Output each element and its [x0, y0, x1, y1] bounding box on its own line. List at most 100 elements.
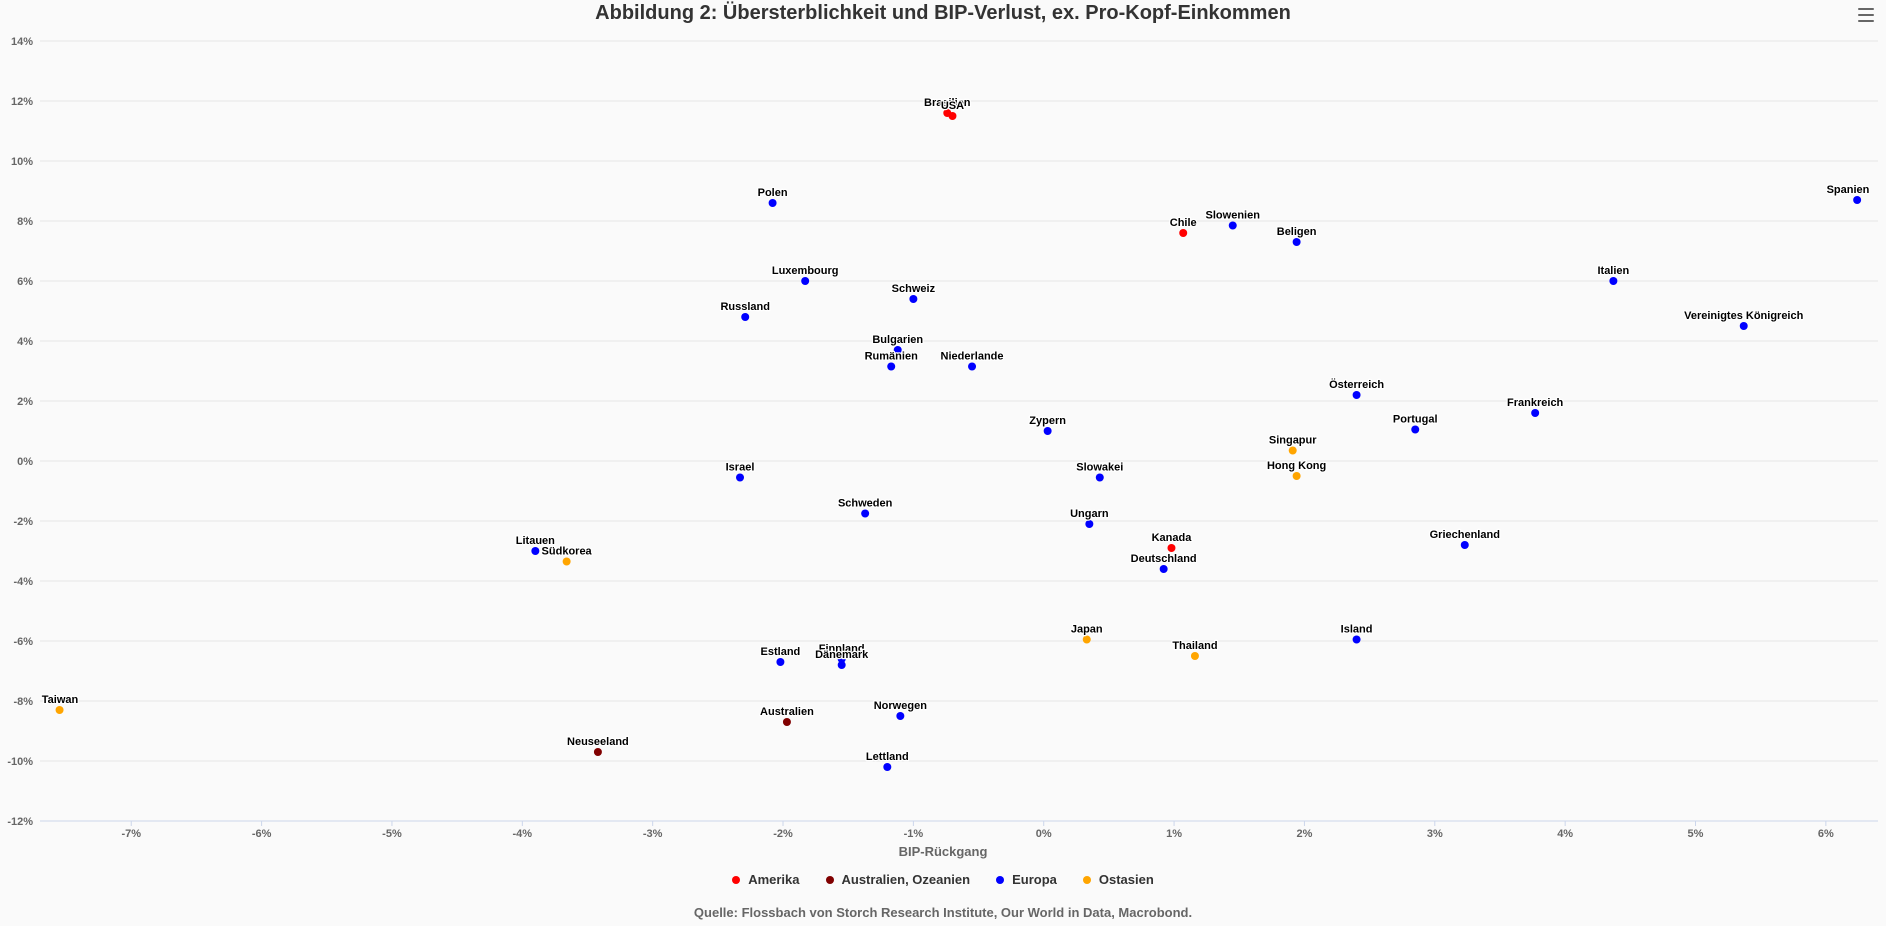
data-point[interactable]: [1085, 520, 1094, 528]
data-point[interactable]: [1043, 427, 1052, 435]
data-label: Russland: [720, 301, 770, 313]
data-label: Italien: [1597, 265, 1629, 277]
legend-marker-australien-ozeanien: [825, 875, 834, 884]
x-tick-label: -3%: [643, 828, 663, 840]
data-label: Zypern: [1029, 415, 1066, 427]
data-label: Chile: [1170, 217, 1197, 229]
data-point[interactable]: [736, 473, 745, 482]
legend-label-ostasien: Ostasien: [1098, 872, 1154, 887]
data-label: Slowenien: [1206, 210, 1261, 222]
legend-label-europa: Europa: [1012, 872, 1057, 887]
data-label: Luxembourg: [772, 265, 839, 277]
data-point[interactable]: [1460, 541, 1469, 549]
legend: Amerika Australien, Ozeanien Europa Osta…: [0, 872, 1886, 887]
data-label: USA: [941, 100, 964, 112]
data-label: Litauen: [516, 535, 555, 547]
x-tick-label: -2%: [773, 828, 793, 840]
data-point[interactable]: [887, 362, 896, 371]
data-point[interactable]: [948, 112, 957, 120]
data-label: Lettland: [866, 751, 909, 763]
data-point[interactable]: [837, 661, 846, 669]
y-tick-label: 10%: [11, 156, 33, 168]
x-tick-label: 3%: [1427, 828, 1443, 840]
data-point[interactable]: [776, 658, 785, 666]
data-label: Brasilien: [924, 97, 971, 109]
data-point[interactable]: [1352, 391, 1361, 399]
data-point[interactable]: [861, 509, 870, 518]
data-label: Polen: [758, 187, 788, 199]
data-label: Taiwan: [42, 694, 79, 706]
data-point[interactable]: [1352, 635, 1361, 644]
data-point[interactable]: [1082, 635, 1091, 644]
data-label: Kanada: [1152, 532, 1193, 544]
x-tick-label: 1%: [1166, 828, 1182, 840]
data-point[interactable]: [893, 346, 902, 354]
legend-item-australien-ozeanien[interactable]: Australien, Ozeanien: [825, 872, 971, 887]
y-tick-label: -8%: [13, 696, 33, 708]
data-point[interactable]: [562, 557, 571, 566]
data-point[interactable]: [801, 277, 810, 285]
hamburger-menu-icon[interactable]: [1858, 8, 1874, 22]
data-point[interactable]: [1292, 472, 1301, 480]
data-point[interactable]: [1411, 425, 1420, 434]
data-label: Portugal: [1393, 414, 1438, 426]
data-label: Frankreich: [1507, 397, 1564, 409]
data-point[interactable]: [1288, 446, 1297, 455]
data-point[interactable]: [837, 655, 846, 663]
data-label: Dänemark: [815, 649, 869, 661]
data-label: Vereinigtes Königreich: [1684, 310, 1803, 322]
data-label: Slowakei: [1076, 462, 1123, 474]
legend-item-ostasien[interactable]: Ostasien: [1082, 872, 1154, 887]
legend-item-europa[interactable]: Europa: [996, 872, 1057, 887]
data-point[interactable]: [1853, 196, 1862, 204]
data-point[interactable]: [968, 362, 977, 371]
y-tick-label: 4%: [17, 336, 33, 348]
data-point[interactable]: [1190, 652, 1199, 660]
data-point[interactable]: [531, 547, 540, 555]
data-point[interactable]: [782, 718, 791, 726]
x-tick-label: 2%: [1296, 828, 1312, 840]
data-point[interactable]: [1095, 473, 1104, 482]
data-point[interactable]: [1179, 229, 1188, 237]
y-tick-label: 6%: [17, 276, 33, 288]
legend-label-australien-ozeanien: Australien, Ozeanien: [841, 872, 971, 887]
x-tick-label: -6%: [252, 828, 272, 840]
data-label: Bulgarien: [872, 334, 923, 346]
data-point[interactable]: [1159, 565, 1168, 573]
data-point[interactable]: [1228, 221, 1237, 230]
data-point[interactable]: [593, 748, 602, 756]
data-label: Finnland: [819, 643, 865, 655]
data-point[interactable]: [909, 295, 918, 303]
y-tick-label: -10%: [7, 756, 33, 768]
y-tick-label: 0%: [17, 456, 33, 468]
data-point[interactable]: [896, 712, 905, 720]
data-point[interactable]: [1292, 238, 1301, 246]
data-point[interactable]: [741, 313, 750, 321]
y-tick-label: -6%: [13, 636, 33, 648]
data-label: Neuseeland: [567, 736, 629, 748]
data-label: Hong Kong: [1267, 460, 1326, 472]
data-label: Australien: [760, 706, 814, 718]
data-label: Niederlande: [941, 351, 1004, 363]
data-label: Beligen: [1277, 226, 1317, 238]
y-tick-label: 2%: [17, 396, 33, 408]
y-tick-label: -2%: [13, 516, 33, 528]
x-tick-label: -4%: [513, 828, 533, 840]
data-point[interactable]: [1167, 544, 1176, 552]
data-point[interactable]: [1739, 322, 1748, 330]
y-tick-label: 14%: [11, 36, 33, 48]
data-point[interactable]: [1609, 277, 1618, 285]
data-label: Island: [1341, 624, 1373, 636]
data-label: Spanien: [1827, 184, 1870, 196]
data-point[interactable]: [883, 763, 892, 771]
data-point[interactable]: [1531, 409, 1540, 417]
data-label: Österreich: [1329, 378, 1384, 391]
data-point[interactable]: [55, 706, 64, 714]
legend-marker-ostasien: [1082, 875, 1091, 884]
x-tick-label: -5%: [382, 828, 402, 840]
data-point[interactable]: [768, 199, 777, 207]
legend-item-amerika[interactable]: Amerika: [732, 872, 800, 887]
legend-label-amerika: Amerika: [748, 872, 800, 887]
data-label: Schweiz: [892, 283, 936, 295]
